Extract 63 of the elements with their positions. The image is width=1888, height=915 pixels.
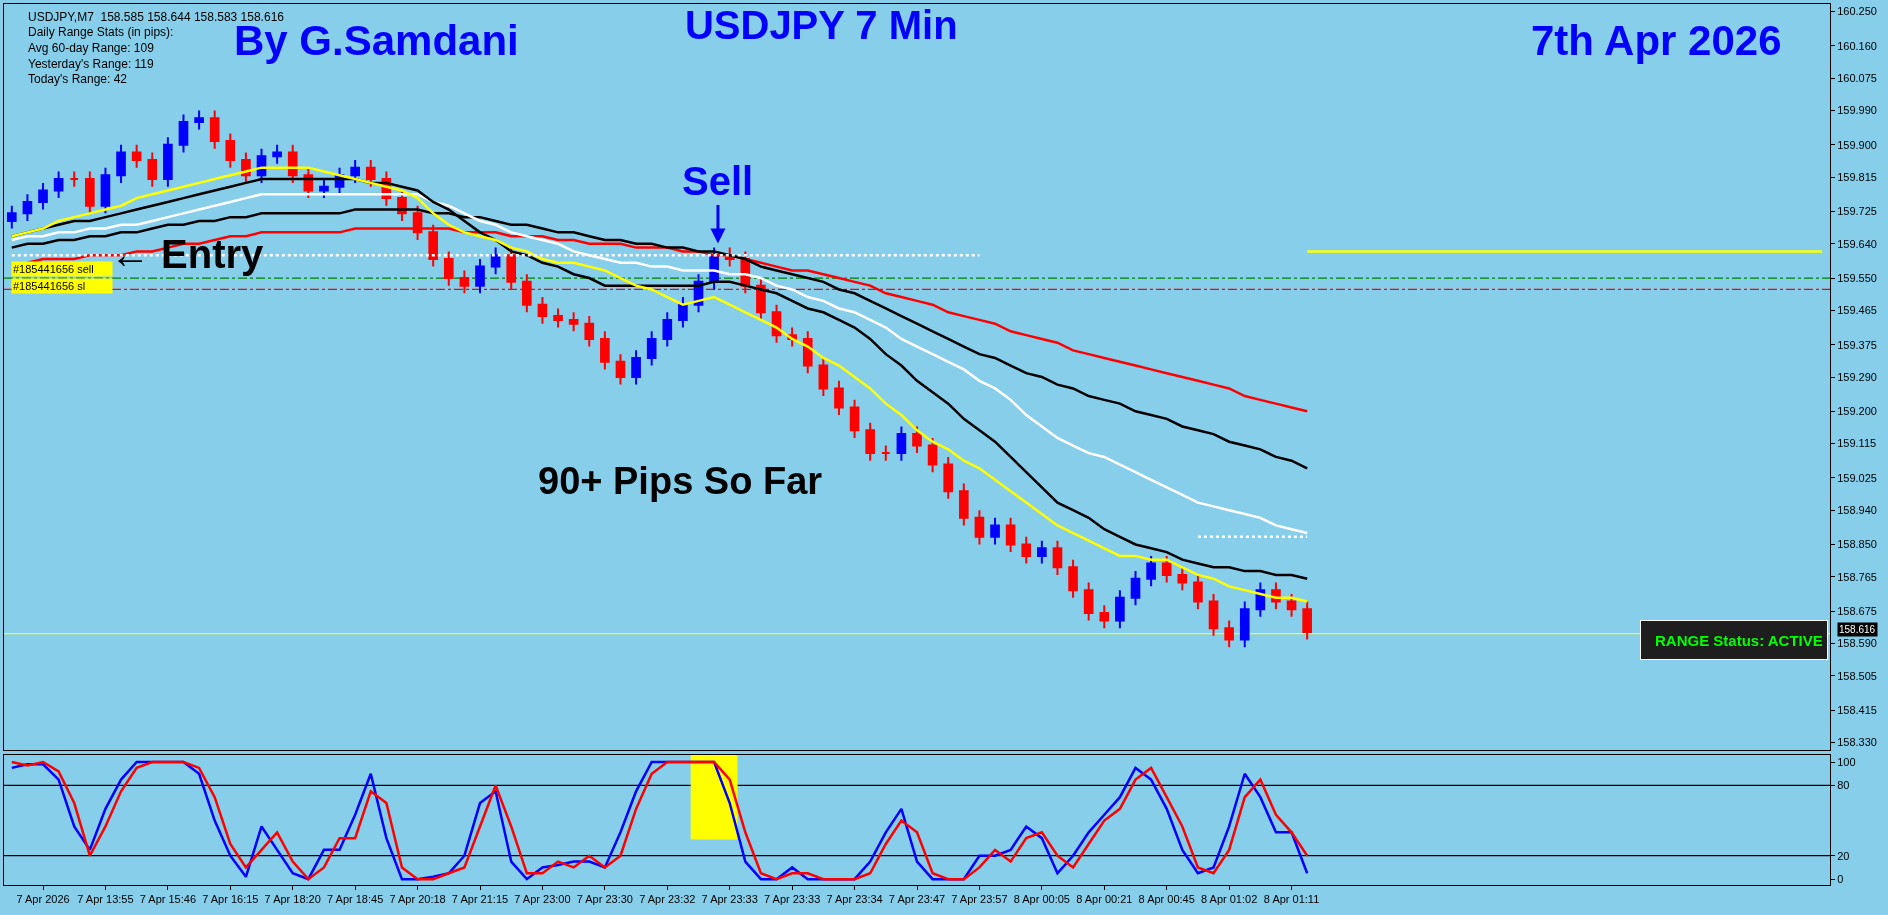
y-tick-label: 158.505 bbox=[1837, 669, 1877, 682]
category-label: 8 Apr 00:05 bbox=[1013, 893, 1070, 906]
chart-title: USDJPY 7 Min bbox=[684, 3, 958, 48]
y-tick-label: 20 bbox=[1837, 849, 1850, 862]
annotation: ← Entry bbox=[110, 232, 265, 276]
y-tick-label: 80 bbox=[1837, 779, 1850, 792]
status-panel: RANGE Status: ACTIVE bbox=[1640, 620, 1828, 660]
category-label: 7 Apr 16:15 bbox=[202, 893, 259, 906]
category-label: 7 Apr 23:47 bbox=[888, 893, 946, 906]
y-tick-label: 158.850 bbox=[1837, 538, 1877, 551]
category-label: 8 Apr 01:11 bbox=[1263, 893, 1320, 906]
y-tick-label: 158.415 bbox=[1837, 703, 1877, 716]
category-label: 7 Apr 15:46 bbox=[139, 893, 197, 906]
y-tick-label: 160.160 bbox=[1837, 39, 1877, 52]
y-tick-label: 159.290 bbox=[1837, 370, 1877, 383]
y-tick-label: 159.115 bbox=[1837, 437, 1877, 450]
category-label: 7 Apr 20:18 bbox=[389, 893, 446, 906]
category-label: 7 Apr 23:32 bbox=[639, 893, 696, 906]
y-tick-label: 158.940 bbox=[1837, 504, 1877, 517]
text: 158.616 bbox=[1839, 624, 1876, 635]
annotation: Yesterday's Range: 119 bbox=[28, 57, 155, 71]
category-label: 7 Apr 21:15 bbox=[451, 893, 509, 906]
annotation: Today's Range: 42 bbox=[28, 72, 128, 86]
category-label: 7 Apr 18:45 bbox=[327, 893, 384, 906]
category-label: 7 Apr 23:57 bbox=[951, 893, 1008, 906]
y-tick-label: 0 bbox=[1837, 872, 1844, 885]
category-label: 7 Apr 23:33 bbox=[764, 893, 821, 906]
category-label: 7 Apr 2026 bbox=[16, 893, 70, 906]
annotation: RANGE Status: ACTIVE bbox=[1655, 631, 1823, 649]
category-label: 8 Apr 00:21 bbox=[1076, 893, 1133, 906]
y-tick-label: 159.465 bbox=[1837, 304, 1877, 317]
y-tick-label: 158.330 bbox=[1837, 736, 1877, 749]
annotation: 90+ Pips So Far bbox=[538, 460, 823, 502]
y-tick-label: 159.725 bbox=[1837, 205, 1877, 218]
y-tick-label: 159.200 bbox=[1837, 405, 1877, 418]
category-label: 7 Apr 23:33 bbox=[701, 893, 758, 906]
category-label: 7 Apr 23:30 bbox=[576, 893, 633, 906]
y-tick-label: 158.675 bbox=[1837, 604, 1877, 617]
y-tick-label: 159.990 bbox=[1837, 104, 1877, 117]
category-label: 7 Apr 13:55 bbox=[77, 893, 134, 906]
y-tick-label: 159.640 bbox=[1837, 237, 1877, 250]
annotation: #185441656 sell bbox=[13, 263, 94, 275]
y-tick-label: 100 bbox=[1837, 755, 1856, 768]
annotation: USDJPY,M7 158.585 158.644 158.583 158.616 bbox=[28, 10, 285, 24]
annotation: Avg 60-day Range: 109 bbox=[28, 41, 155, 55]
category-label: 8 Apr 00:45 bbox=[1138, 893, 1195, 906]
y-tick-label: 159.815 bbox=[1837, 171, 1877, 184]
y-tick-label: 159.550 bbox=[1837, 271, 1877, 284]
y-tick-label: 160.250 bbox=[1837, 5, 1877, 18]
annotation: Daily Range Stats (in pips): bbox=[28, 25, 174, 39]
annotation: #185441656 sl bbox=[13, 280, 86, 292]
category-label: 7 Apr 23:34 bbox=[826, 893, 883, 906]
category-label: 7 Apr 23:00 bbox=[514, 893, 571, 906]
y-tick-label: 158.590 bbox=[1837, 637, 1877, 650]
annotation: Sell bbox=[682, 159, 754, 203]
y-tick-label: 159.375 bbox=[1837, 338, 1877, 351]
y-tick-label: 160.075 bbox=[1837, 72, 1877, 85]
annotation: 7th Apr 2026 bbox=[1531, 17, 1782, 64]
y-tick-label: 158.765 bbox=[1837, 570, 1877, 583]
y-tick-label: 159.900 bbox=[1837, 138, 1877, 151]
category-label: 7 Apr 18:20 bbox=[264, 893, 321, 906]
y-tick-label: 159.025 bbox=[1837, 471, 1877, 484]
category-label: 8 Apr 01:02 bbox=[1201, 893, 1258, 906]
